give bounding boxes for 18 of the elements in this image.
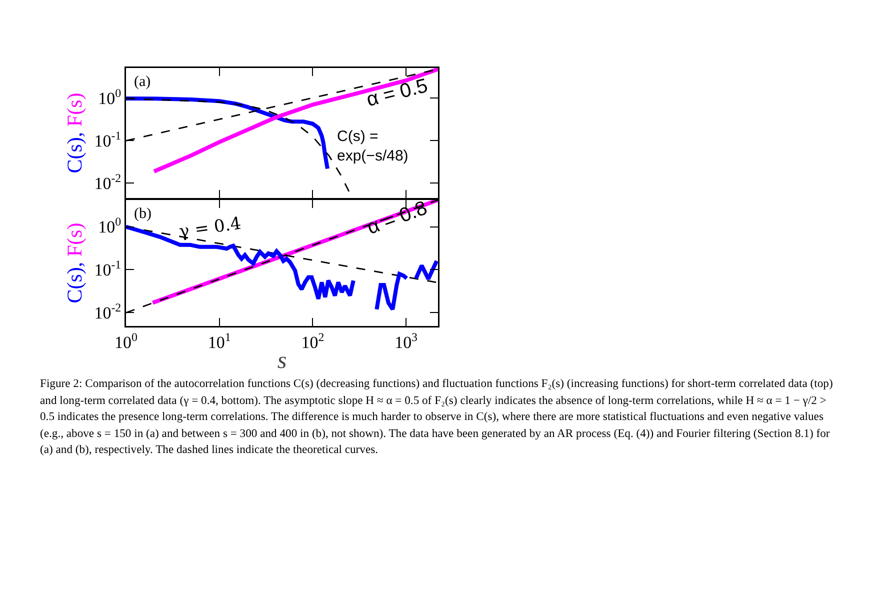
y-tick-label: 10$^{-2}$ xyxy=(94,300,122,323)
x-tick-label: 10$^{3}$ xyxy=(394,330,418,352)
y-axis-title: C(s), F(s) xyxy=(62,222,87,304)
x-axis-title: s xyxy=(277,348,287,374)
annotation: (a) xyxy=(134,74,151,90)
annotation: (b) xyxy=(134,206,152,222)
y-tick-label: 10$^{-2}$ xyxy=(94,171,122,194)
annotation: α = 0.5 xyxy=(364,74,430,112)
y-axis-title: C(s), F(s) xyxy=(62,92,87,174)
x-tick-label: 10$^{2}$ xyxy=(301,330,324,352)
annotation: C(s) = exp(−s/48) xyxy=(337,128,408,164)
x-tick-label: 10$^{1}$ xyxy=(208,330,231,352)
y-tick-label: 10$^{-1}$ xyxy=(94,128,122,151)
y-tick-label: 10$^{0}$ xyxy=(98,86,122,108)
x-tick-label: 10$^{0}$ xyxy=(114,330,138,352)
caption: Figure 2: Comparison of the autocorrelation functions C(s) (decreasing functions) and fluctuation functions F₂(s) (increasing functions) for short-term correlated data (top) and long-term correlated data (γ = 0.4, bottom). The asymptotic slope H ≈ α = 0.5 of F₂(s) clearly indicates the absence of long-term correlations, while H ≈ α = 1 − γ/2 > 0.5 indicates the presence long-term correlations. The difference is much harder to observe in C(s), where there are more statistical fluctuations and even negative values (e.g., above s = 150 in (a) and between s = 300 and 400 in (b), not shown). The data have been generated by an AR process (Eq. (4)) and Fourier filtering (Section 8.1) for (a) and (b), respectively. The dashed lines indicate the theoretical curves. xyxy=(40,376,834,458)
y-tick-label: 10$^{0}$ xyxy=(98,214,122,237)
y-tick-label: 10$^{-1}$ xyxy=(94,258,122,280)
